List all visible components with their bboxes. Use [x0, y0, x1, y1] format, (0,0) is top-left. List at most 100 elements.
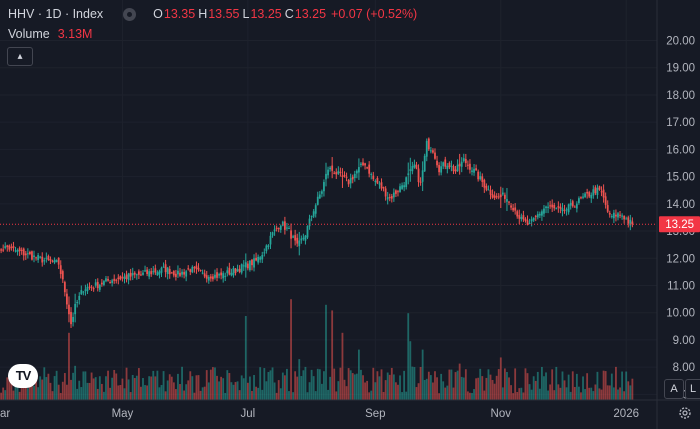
candle-body[interactable]	[329, 167, 332, 170]
candle-body[interactable]	[107, 278, 109, 281]
candle-body[interactable]	[263, 252, 266, 254]
candle-body[interactable]	[158, 271, 161, 275]
candle-body[interactable]	[436, 160, 438, 166]
candle-body[interactable]	[312, 211, 315, 217]
candle-body[interactable]	[236, 269, 239, 272]
candle-body[interactable]	[563, 210, 566, 212]
candle-body[interactable]	[55, 260, 58, 262]
candle-body[interactable]	[140, 274, 142, 276]
candle-body[interactable]	[26, 253, 29, 255]
candle-body[interactable]	[477, 171, 480, 180]
candle-body[interactable]	[438, 165, 440, 173]
candle-body[interactable]	[553, 204, 556, 209]
candle-body[interactable]	[70, 311, 72, 325]
candle-body[interactable]	[349, 178, 352, 184]
candle-body[interactable]	[615, 214, 617, 217]
candle-body[interactable]	[265, 245, 268, 252]
candle-body[interactable]	[407, 173, 410, 175]
candle-body[interactable]	[432, 150, 434, 153]
candle-body[interactable]	[530, 219, 533, 222]
candle-body[interactable]	[565, 209, 568, 211]
candle-body[interactable]	[425, 140, 428, 157]
candle-body[interactable]	[300, 238, 303, 241]
candle-body[interactable]	[440, 166, 443, 173]
candle-body[interactable]	[201, 272, 204, 274]
candle-body[interactable]	[567, 204, 570, 213]
candle-body[interactable]	[57, 257, 60, 265]
candle-body[interactable]	[185, 271, 188, 277]
candle-body[interactable]	[333, 172, 336, 174]
candle-body[interactable]	[197, 267, 200, 270]
candle-body[interactable]	[281, 221, 284, 226]
candle-body[interactable]	[214, 274, 216, 278]
candle-body[interactable]	[573, 206, 576, 208]
candle-body[interactable]	[181, 271, 183, 275]
candle-body[interactable]	[434, 152, 436, 159]
candle-body[interactable]	[512, 207, 515, 211]
candle-body[interactable]	[292, 236, 294, 238]
candle-body[interactable]	[154, 268, 157, 273]
candle-body[interactable]	[63, 282, 66, 293]
candle-body[interactable]	[226, 270, 229, 274]
candle-body[interactable]	[423, 155, 426, 172]
candle-body[interactable]	[621, 215, 623, 217]
candle-body[interactable]	[551, 204, 554, 208]
candle-body[interactable]	[403, 185, 406, 188]
candle-body[interactable]	[222, 273, 225, 279]
candle-body[interactable]	[499, 194, 502, 198]
candle-body[interactable]	[586, 191, 589, 194]
candle-body[interactable]	[327, 169, 329, 176]
candle-body[interactable]	[20, 249, 23, 251]
candle-body[interactable]	[510, 205, 512, 208]
candle-body[interactable]	[495, 196, 498, 198]
candle-body[interactable]	[547, 206, 549, 208]
candle-body[interactable]	[191, 266, 194, 273]
candle-body[interactable]	[364, 163, 366, 166]
candle-body[interactable]	[320, 191, 323, 194]
candle-body[interactable]	[481, 176, 484, 182]
candle-body[interactable]	[306, 225, 309, 238]
candle-body[interactable]	[316, 196, 319, 205]
auto-scale-button[interactable]: A	[664, 379, 684, 399]
candle-body[interactable]	[545, 206, 547, 208]
candle-body[interactable]	[458, 163, 461, 167]
candle-body[interactable]	[45, 257, 48, 259]
candle-body[interactable]	[347, 179, 350, 185]
candle-body[interactable]	[452, 166, 455, 172]
candle-body[interactable]	[536, 214, 539, 218]
candle-body[interactable]	[244, 262, 247, 268]
candle-body[interactable]	[464, 158, 467, 164]
candle-body[interactable]	[487, 189, 490, 191]
candle-body[interactable]	[491, 194, 494, 198]
candle-body[interactable]	[230, 272, 233, 276]
candle-body[interactable]	[370, 173, 373, 175]
candle-body[interactable]	[199, 270, 202, 272]
candle-body[interactable]	[59, 265, 62, 275]
candle-body[interactable]	[162, 266, 165, 268]
candle-body[interactable]	[168, 268, 171, 275]
candle-body[interactable]	[78, 295, 81, 300]
candle-body[interactable]	[485, 185, 488, 190]
candle-body[interactable]	[246, 263, 249, 269]
candle-body[interactable]	[353, 173, 356, 179]
candle-body[interactable]	[411, 165, 414, 172]
candle-body[interactable]	[323, 182, 325, 192]
candle-body[interactable]	[623, 215, 626, 220]
candle-body[interactable]	[51, 260, 54, 262]
candle-body[interactable]	[205, 275, 208, 279]
candle-body[interactable]	[575, 203, 578, 209]
candle-body[interactable]	[493, 195, 496, 199]
candle-body[interactable]	[283, 221, 286, 230]
candle-body[interactable]	[68, 304, 70, 315]
candle-body[interactable]	[92, 288, 95, 290]
candle-body[interactable]	[207, 277, 210, 281]
candle-body[interactable]	[497, 196, 500, 198]
candle-body[interactable]	[302, 237, 305, 239]
candle-body[interactable]	[18, 248, 21, 252]
candle-body[interactable]	[343, 174, 346, 177]
candle-body[interactable]	[429, 150, 432, 152]
candle-body[interactable]	[238, 268, 241, 273]
candle-body[interactable]	[255, 257, 257, 261]
candle-body[interactable]	[24, 253, 27, 256]
